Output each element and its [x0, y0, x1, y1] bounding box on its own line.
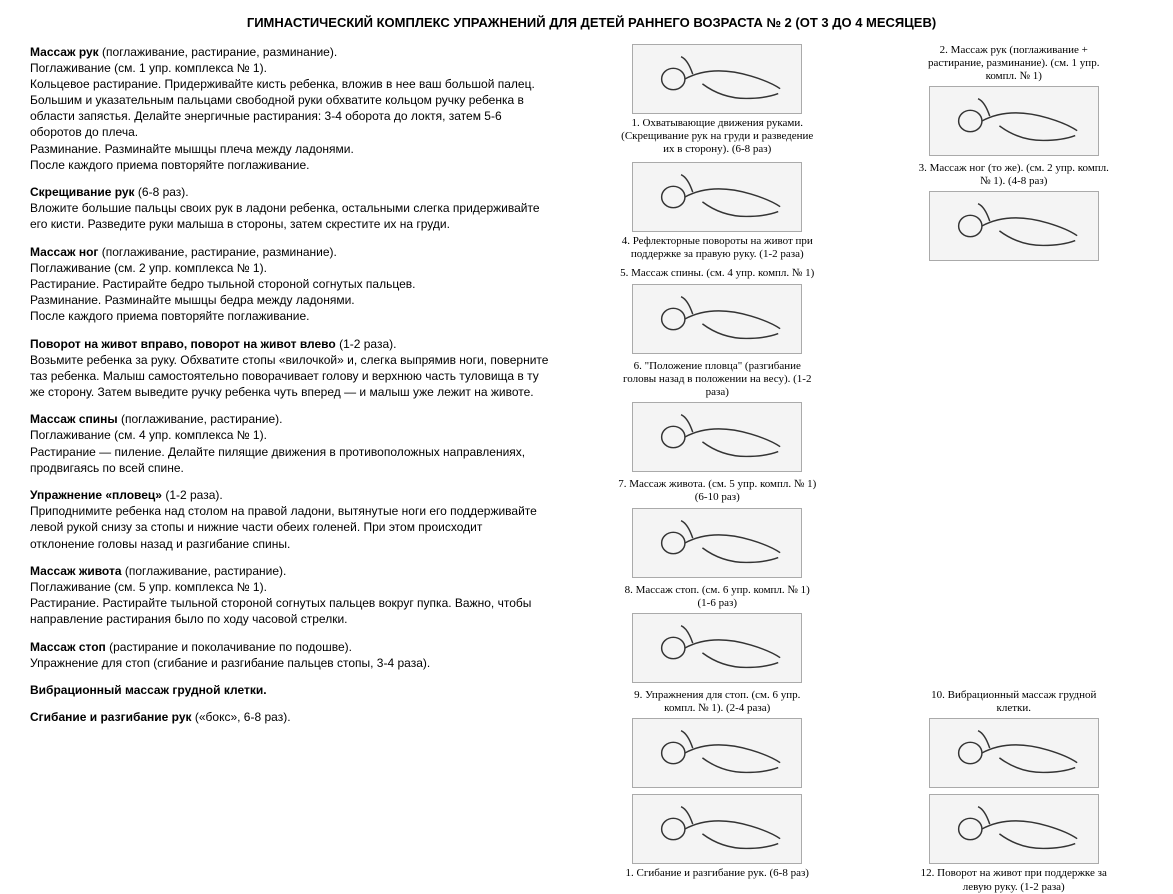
section-suffix: (поглаживание, растирание). [118, 412, 283, 426]
figure-illustration [632, 613, 802, 683]
figure-cell: 2. Массаж рук (поглаживание + растирание… [875, 44, 1154, 157]
figure-cell [875, 360, 1154, 473]
section: Вибрационный массаж грудной клетки. [30, 682, 550, 698]
section-heading: Вибрационный массаж грудной клетки. [30, 683, 267, 697]
page-title: ГИМНАСТИЧЕСКИЙ КОМПЛЕКС УПРАЖНЕНИЙ ДЛЯ Д… [30, 14, 1153, 32]
figure-illustration [632, 284, 802, 354]
section-body: Поглаживание (см. 4 упр. комплекса № 1).… [30, 427, 550, 476]
section: Массаж ног (поглаживание, растирание, ра… [30, 244, 550, 325]
section-body: Вложите большие пальцы своих рук в ладон… [30, 200, 550, 232]
section-suffix: (6-8 раз). [135, 185, 189, 199]
section: Скрещивание рук (6-8 раз).Вложите больши… [30, 184, 550, 233]
figure-illustration [929, 794, 1099, 864]
figure-cell [875, 478, 1154, 577]
section-suffix: (поглаживание, растирание, разминание). [98, 245, 336, 259]
section-heading: Массаж стоп [30, 640, 106, 654]
section-body: Упражнение для стоп (сгибание и разгибан… [30, 655, 550, 671]
figure-illustration [632, 508, 802, 578]
figure-cell: 4. Рефлекторные повороты на живот при по… [578, 162, 857, 261]
figure-cell: 1. Сгибание и разгибание рук. (6-8 раз) [578, 794, 857, 893]
figure-illustration [929, 718, 1099, 788]
section-body: Поглаживание (см. 5 упр. комплекса № 1).… [30, 579, 550, 628]
section-heading: Массаж ног [30, 245, 98, 259]
section: Массаж спины (поглаживание, растирание).… [30, 411, 550, 476]
figure-cell: 1. Охватывающие движения руками. (Скрещи… [578, 44, 857, 157]
content-columns: Массаж рук (поглаживание, растирание, ра… [30, 44, 1153, 894]
section-suffix: (1-2 раза). [336, 337, 397, 351]
figure-caption: 7. Массаж живота. (см. 5 упр. компл. № 1… [617, 478, 817, 504]
section: Поворот на живот вправо, поворот на живо… [30, 336, 550, 401]
figure-caption: 6. "Положение пловца" (разгибание головы… [617, 360, 817, 400]
section-body: Возьмите ребенка за руку. Обхватите стоп… [30, 352, 550, 401]
figure-cell [875, 267, 1154, 353]
figure-cell [875, 584, 1154, 683]
section-suffix: («бокс», 6-8 раз). [192, 710, 291, 724]
figure-cell: 7. Массаж живота. (см. 5 упр. компл. № 1… [578, 478, 857, 577]
figure-illustration [632, 402, 802, 472]
section-heading: Массаж спины [30, 412, 118, 426]
figure-cell: 3. Массаж ног (то же). (см. 2 упр. компл… [875, 162, 1154, 261]
figure-cell: 8. Массаж стоп. (см. 6 упр. компл. № 1) … [578, 584, 857, 683]
section-suffix: (растирание и поколачивание по подошве). [106, 640, 352, 654]
figure-cell: 5. Массаж спины. (см. 4 упр. компл. № 1) [578, 267, 857, 353]
section: Сгибание и разгибание рук («бокс», 6-8 р… [30, 709, 550, 725]
figure-cell: 9. Упражнения для стоп. (см. 6 упр. комп… [578, 689, 857, 788]
text-column: Массаж рук (поглаживание, растирание, ра… [30, 44, 550, 894]
figure-caption: 12. Поворот на живот при поддержке за ле… [914, 867, 1114, 893]
section-suffix: (поглаживание, растирание). [122, 564, 287, 578]
section-heading: Поворот на живот вправо, поворот на живо… [30, 337, 336, 351]
figure-illustration [632, 162, 802, 232]
section-heading: Массаж рук [30, 45, 99, 59]
figure-illustration [929, 191, 1099, 261]
section-suffix: (поглаживание, растирание, разминание). [99, 45, 337, 59]
section: Массаж живота (поглаживание, растирание)… [30, 563, 550, 628]
figure-caption: 8. Массаж стоп. (см. 6 упр. компл. № 1) … [617, 584, 817, 610]
section: Массаж рук (поглаживание, растирание, ра… [30, 44, 550, 174]
section-body: Приподнимите ребенка над столом на право… [30, 503, 550, 552]
figure-cell: 12. Поворот на живот при поддержке за ле… [875, 794, 1154, 893]
figure-illustration [632, 794, 802, 864]
figure-caption: 1. Охватывающие движения руками. (Скрещи… [617, 117, 817, 157]
figure-caption: 1. Сгибание и разгибание рук. (6-8 раз) [626, 867, 809, 880]
section-heading: Массаж живота [30, 564, 122, 578]
section-body: Поглаживание (см. 1 упр. комплекса № 1).… [30, 60, 550, 173]
figure-caption: 3. Массаж ног (то же). (см. 2 упр. компл… [914, 162, 1114, 188]
figure-caption: 2. Массаж рук (поглаживание + растирание… [914, 44, 1114, 84]
section: Упражнение «пловец» (1-2 раза).Приподним… [30, 487, 550, 552]
section-body: Поглаживание (см. 2 упр. комплекса № 1).… [30, 260, 550, 325]
figure-illustration [632, 718, 802, 788]
figure-illustration [929, 86, 1099, 156]
section-suffix: (1-2 раза). [162, 488, 223, 502]
figure-caption: 4. Рефлекторные повороты на живот при по… [617, 235, 817, 261]
section: Массаж стоп (растирание и поколачивание … [30, 639, 550, 671]
figure-cell: 6. "Положение пловца" (разгибание головы… [578, 360, 857, 473]
figure-caption: 10. Вибрационный массаж грудной клетки. [914, 689, 1114, 715]
section-heading: Скрещивание рук [30, 185, 135, 199]
figure-cell: 10. Вибрационный массаж грудной клетки. [875, 689, 1154, 788]
section-heading: Упражнение «пловец» [30, 488, 162, 502]
figure-caption: 5. Массаж спины. (см. 4 упр. компл. № 1) [620, 267, 814, 280]
figure-caption: 9. Упражнения для стоп. (см. 6 упр. комп… [617, 689, 817, 715]
figure-grid: 1. Охватывающие движения руками. (Скрещи… [578, 44, 1153, 894]
figure-illustration [632, 44, 802, 114]
section-heading: Сгибание и разгибание рук [30, 710, 192, 724]
